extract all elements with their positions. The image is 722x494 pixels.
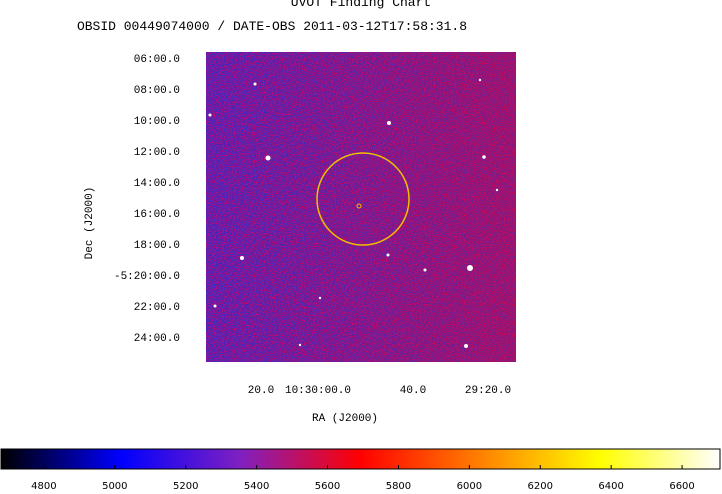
colorbar-tick-label: 5600 xyxy=(315,481,340,489)
x-tick-label: 40.0 xyxy=(400,385,426,397)
y-tick-label: 14:00.0 xyxy=(134,178,180,190)
colorbar xyxy=(0,448,721,470)
y-tick-label: 10:00.0 xyxy=(134,116,180,128)
colorbar-tick-label: 6600 xyxy=(669,481,694,489)
x-tick-label: 20.0 xyxy=(248,385,274,397)
y-tick-label: 16:00.0 xyxy=(134,209,180,221)
x-tick-label: 10:30:00.0 xyxy=(285,385,351,397)
colorbar-tick-label: 5800 xyxy=(386,481,411,489)
colorbar-tick-label: 6000 xyxy=(457,481,482,489)
sky-image xyxy=(206,52,516,362)
subtitle: OBSID 00449074000 / DATE-OBS 2011-03-12T… xyxy=(77,19,467,34)
colorbar-tick-label: 5200 xyxy=(173,481,198,489)
y-tick-label: 18:00.0 xyxy=(134,240,180,252)
y-tick-label: 08:00.0 xyxy=(134,85,180,97)
chart-title: UVOT Finding Chart xyxy=(291,0,431,10)
colorbar-tick-label: 4800 xyxy=(31,481,56,489)
colorbar-tick-label: 6200 xyxy=(528,481,553,489)
y-tick-label: 22:00.0 xyxy=(134,302,180,314)
y-tick-label: 06:00.0 xyxy=(134,54,180,66)
colorbar-tick-label: 5400 xyxy=(244,481,269,489)
x-axis-label: RA (J2000) xyxy=(312,413,378,425)
y-tick-label: 12:00.0 xyxy=(134,147,180,159)
colorbar-tick-label: 6400 xyxy=(598,481,623,489)
y-axis-label: Dec (J2000) xyxy=(84,187,96,260)
y-tick-label: 24:00.0 xyxy=(134,333,180,345)
colorbar-tick-label: 5000 xyxy=(102,481,127,489)
y-tick-label: -5:20:00.0 xyxy=(114,271,180,283)
x-tick-label: 29:20.0 xyxy=(465,385,511,397)
